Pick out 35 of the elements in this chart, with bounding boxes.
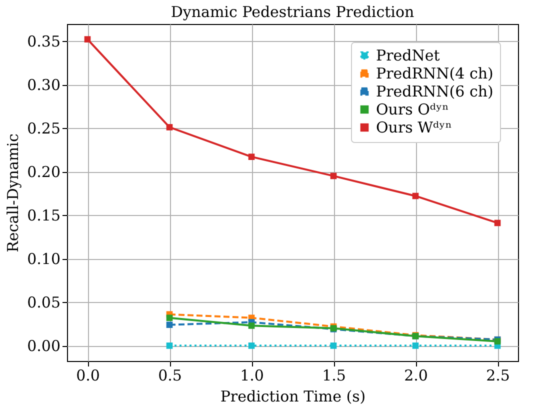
point bbox=[166, 314, 173, 321]
x-tick-label: 0.5 bbox=[158, 366, 182, 384]
x-axis-title: Prediction Time (s) bbox=[220, 388, 366, 406]
point bbox=[248, 154, 255, 160]
y-axis-title: Recall-Dynamic bbox=[4, 134, 22, 252]
point bbox=[166, 342, 173, 349]
y-tick-label: 0.15 bbox=[27, 206, 60, 225]
point bbox=[494, 220, 501, 226]
x-tick-label: 1.5 bbox=[322, 366, 346, 384]
x-tick-label: 0.0 bbox=[76, 366, 100, 384]
legend-label: PredRNN(6 ch) bbox=[376, 82, 494, 100]
y-tick-label: 0.00 bbox=[27, 337, 60, 356]
y-tick-label: 0.30 bbox=[27, 76, 60, 94]
point bbox=[166, 322, 173, 328]
point bbox=[412, 192, 419, 200]
y-tick-label: 0.25 bbox=[27, 120, 60, 138]
y-tick-label: 0.35 bbox=[27, 32, 60, 51]
point bbox=[248, 342, 255, 349]
chart-title: Dynamic Pedestrians Prediction bbox=[170, 3, 414, 21]
legend-label: PredRNN(4 ch) bbox=[376, 64, 494, 82]
point bbox=[166, 124, 173, 130]
legend-label: Ours Oᵈʸⁿ bbox=[376, 100, 449, 118]
y-tick-label: 0.20 bbox=[27, 163, 60, 182]
legend-label: PredNet bbox=[376, 46, 440, 64]
y-tick-label: 0.05 bbox=[27, 294, 60, 312]
point bbox=[248, 322, 255, 329]
x-tick-label: 2.5 bbox=[486, 366, 510, 384]
point bbox=[84, 36, 91, 42]
point bbox=[330, 172, 337, 180]
legend-label: Ours Wᵈʸⁿ bbox=[376, 118, 452, 136]
x-tick-label: 1.0 bbox=[240, 366, 264, 384]
point bbox=[330, 342, 337, 349]
y-tick-label: 0.10 bbox=[27, 250, 60, 268]
x-tick-label: 2.0 bbox=[404, 366, 428, 384]
point bbox=[412, 342, 419, 349]
